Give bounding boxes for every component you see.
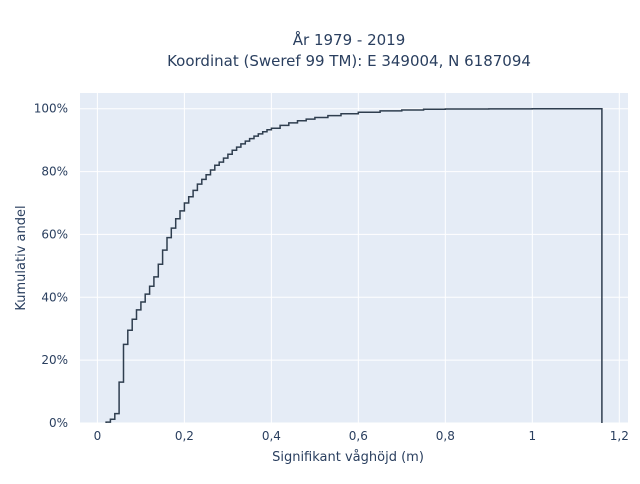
y-tick-label: 0% [49,416,68,430]
x-tick-label: 0 [94,429,102,443]
x-gridlines [96,93,620,423]
x-tick-label: 0,8 [436,429,455,443]
chart-title-line1: År 1979 - 2019 [293,30,406,49]
ecdf-line [105,107,603,423]
series-layer [105,107,603,423]
y-tick-labels: 0% 20% 40% 60% 80% 100% [34,102,68,430]
x-tick-label: 1,2 [610,429,629,443]
x-tick-label: 0,6 [349,429,368,443]
y-tick-label: 60% [41,227,68,241]
x-tick-label: 1 [528,429,536,443]
x-tick-label: 0,4 [262,429,281,443]
y-tick-label: 80% [41,165,68,179]
y-tick-label: 20% [41,353,68,367]
x-tick-labels: 0 0,2 0,4 0,6 0,8 1 1,2 [94,429,629,443]
y-axis-title: Kumulativ andel [14,205,29,310]
x-tick-label: 0,2 [175,429,194,443]
chart-title-line2: Koordinat (Sweref 99 TM): E 349004, N 61… [167,52,531,70]
y-tick-label: 40% [41,290,68,304]
x-axis-title: Signifikant våghöjd (m) [272,450,424,465]
y-tick-label: 100% [34,102,68,116]
plot-area [80,93,628,423]
